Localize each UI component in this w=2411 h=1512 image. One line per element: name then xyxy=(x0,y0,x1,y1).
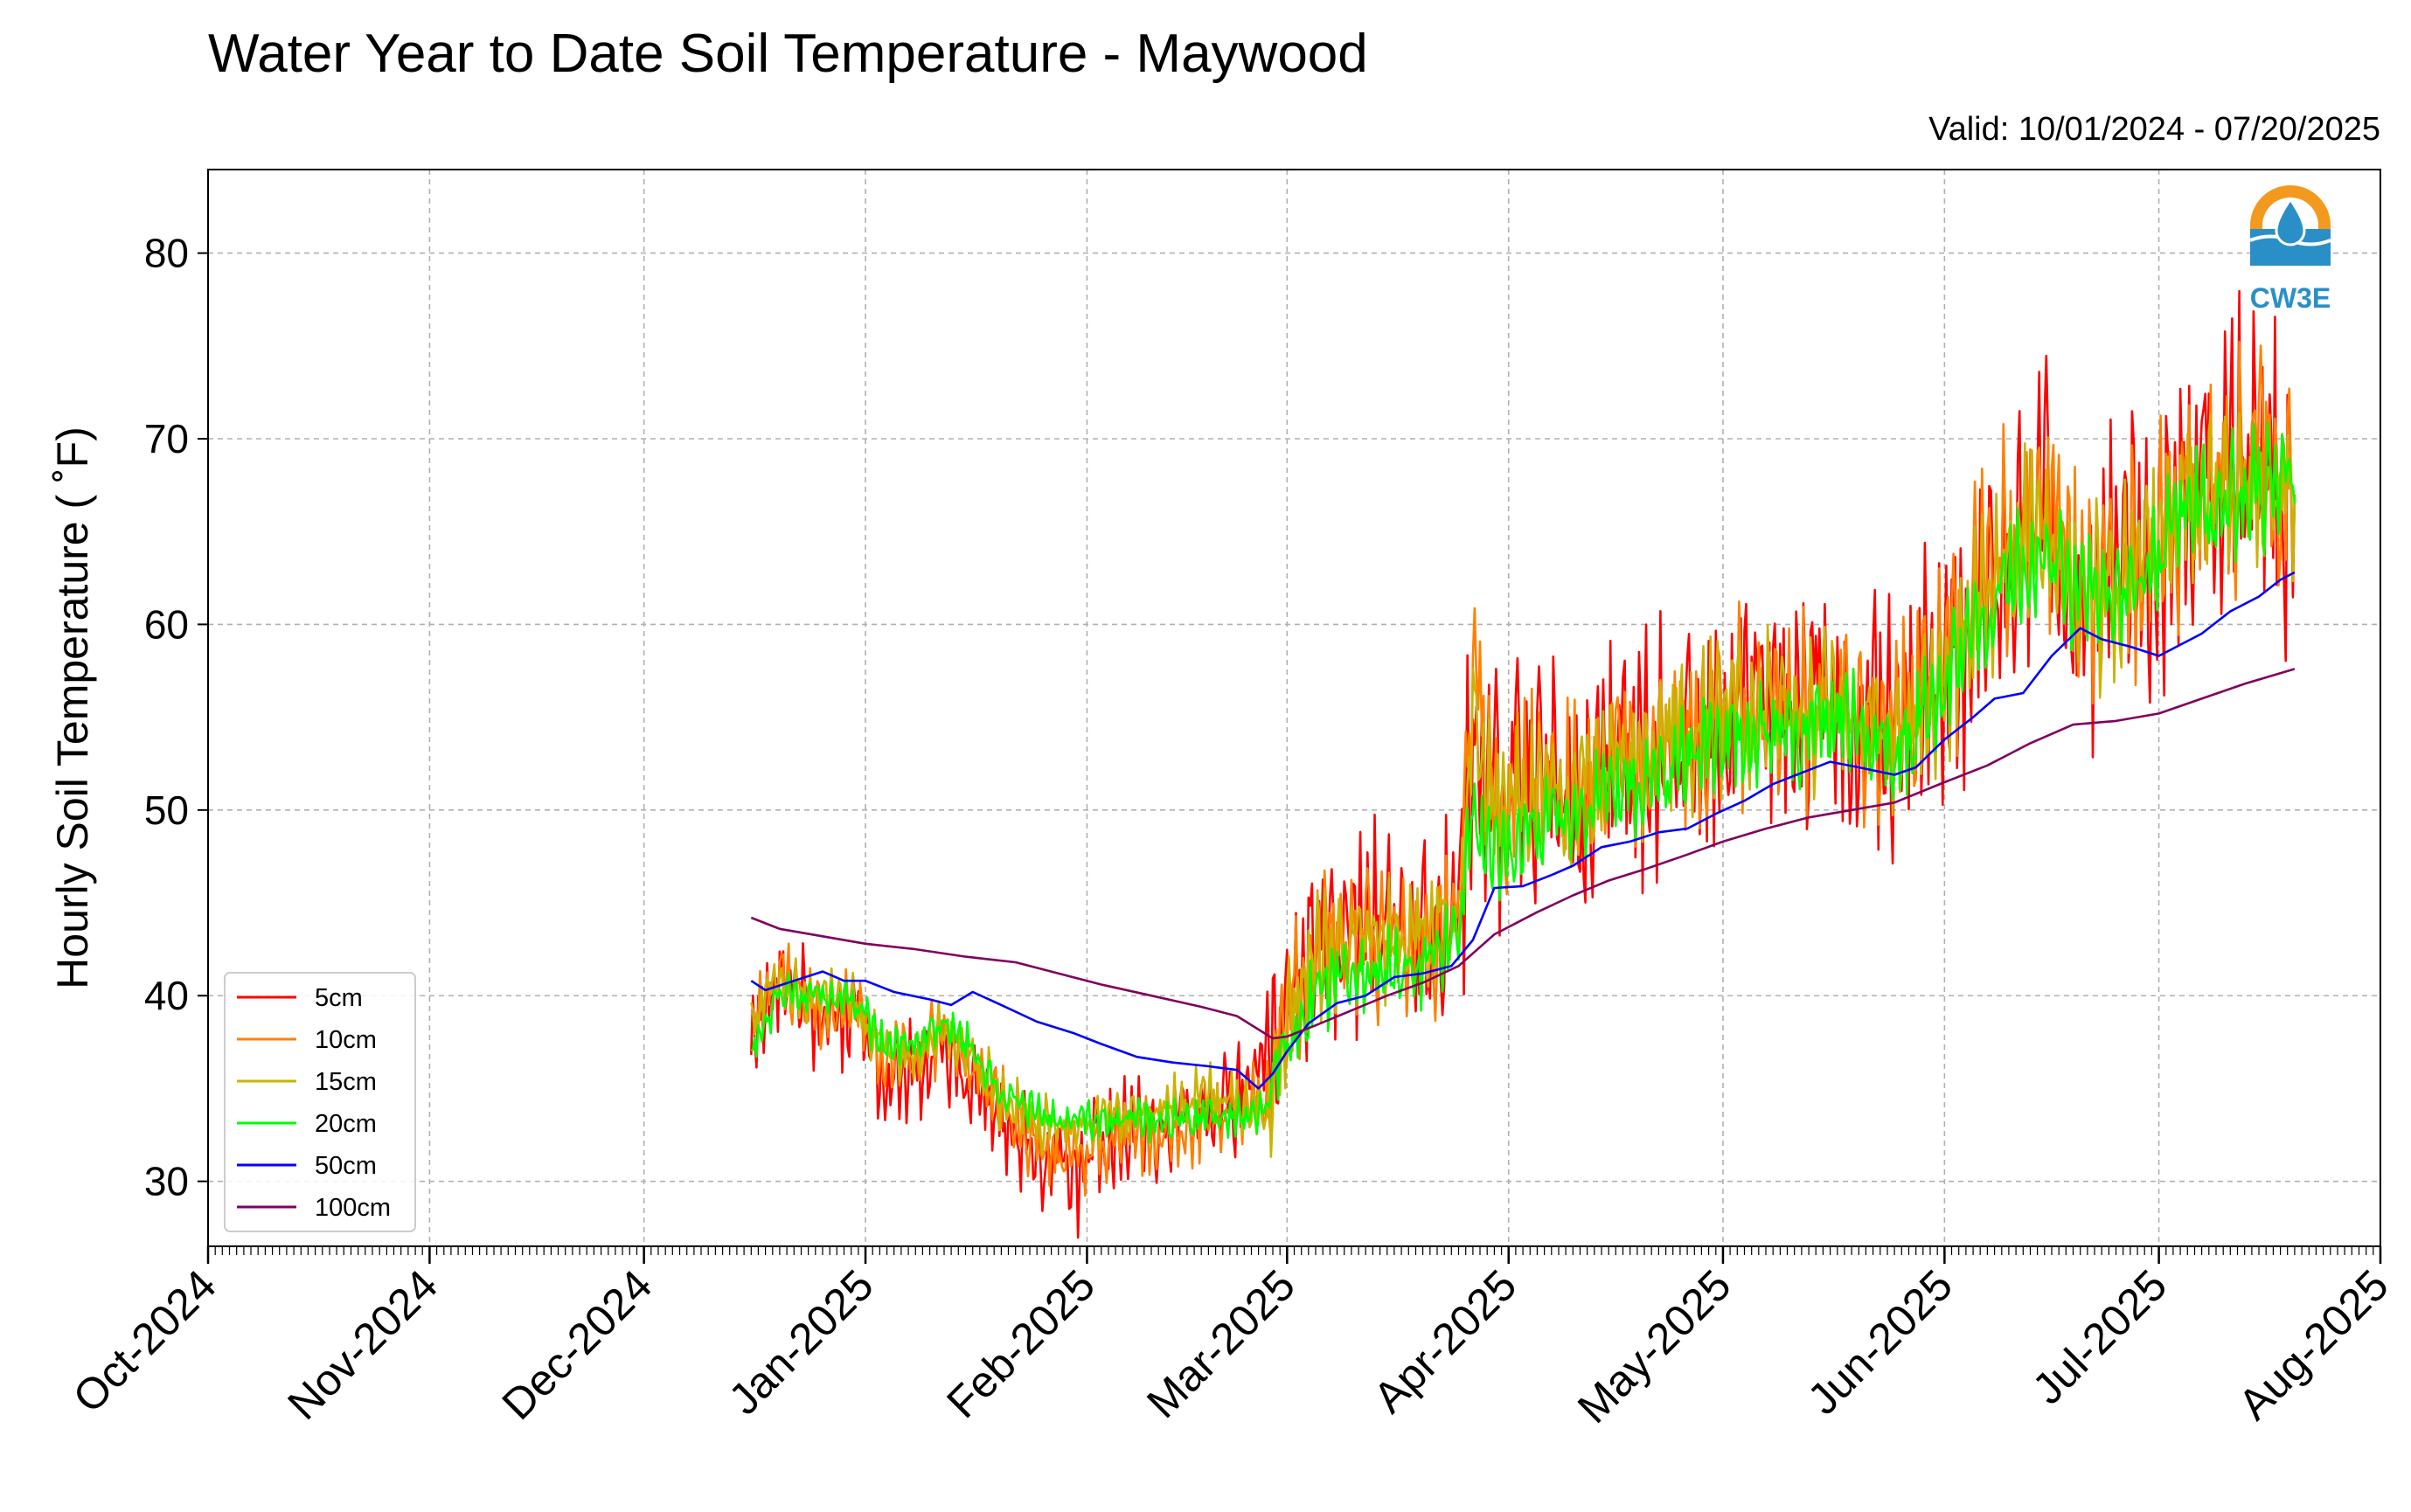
legend-label-50cm: 50cm xyxy=(315,1152,377,1180)
plot-frame xyxy=(207,169,2381,1247)
x-tick-label: Aug-2025 xyxy=(2229,1260,2398,1429)
y-tick-label: 30 xyxy=(144,1159,189,1204)
legend-label-5cm: 5cm xyxy=(315,984,363,1012)
grid-lines xyxy=(208,170,2380,1246)
series-line-100cm xyxy=(750,668,2296,1040)
legend-label-15cm: 15cm xyxy=(315,1068,377,1096)
x-tick-label: May-2025 xyxy=(1568,1260,1741,1432)
legend-box xyxy=(224,972,416,1232)
x-tick-label: Jan-2025 xyxy=(719,1260,883,1424)
x-minor-ticks xyxy=(207,1246,2381,1255)
x-tick-label: Nov-2024 xyxy=(278,1260,447,1429)
y-tick-label: 70 xyxy=(144,416,189,461)
x-tick-label: Jul-2025 xyxy=(2023,1260,2176,1413)
series-layer xyxy=(750,289,2296,1239)
x-tick-label: Mar-2025 xyxy=(1137,1260,1304,1427)
x-tick-label: Jun-2025 xyxy=(1798,1260,1962,1424)
x-tick-label: Feb-2025 xyxy=(937,1260,1104,1427)
chart-title: Water Year to Date Soil Temperature - Ma… xyxy=(208,24,1368,84)
legend-label-20cm: 20cm xyxy=(315,1110,377,1138)
x-tick-label: Dec-2024 xyxy=(493,1260,662,1429)
x-tick-label: Apr-2025 xyxy=(1364,1260,1525,1422)
y-tick-label: 40 xyxy=(144,973,189,1018)
chart-subtitle: Valid: 10/01/2024 - 07/20/2025 xyxy=(1928,111,2380,148)
legend-label-100cm: 100cm xyxy=(315,1194,391,1222)
series-line-50cm xyxy=(750,571,2296,1090)
y-tick-label: 80 xyxy=(144,231,189,276)
logo-text: CW3E xyxy=(2250,282,2331,314)
y-axis-label: Hourly Soil Temperature ( ˚F) xyxy=(48,427,97,989)
series-line-20cm xyxy=(750,420,2296,1144)
legend-label-10cm: 10cm xyxy=(315,1026,377,1054)
series-line-15cm xyxy=(750,412,2296,1158)
water-drop-icon xyxy=(2275,197,2306,246)
legend: 5cm 10cm 15cm 20cm 50cm 100cm xyxy=(224,972,416,1232)
y-tick-label: 50 xyxy=(144,787,189,833)
cw3e-logo: CW3E xyxy=(2249,185,2331,314)
y-tick-label: 60 xyxy=(144,601,189,647)
x-tick-label: Oct-2024 xyxy=(64,1260,226,1422)
